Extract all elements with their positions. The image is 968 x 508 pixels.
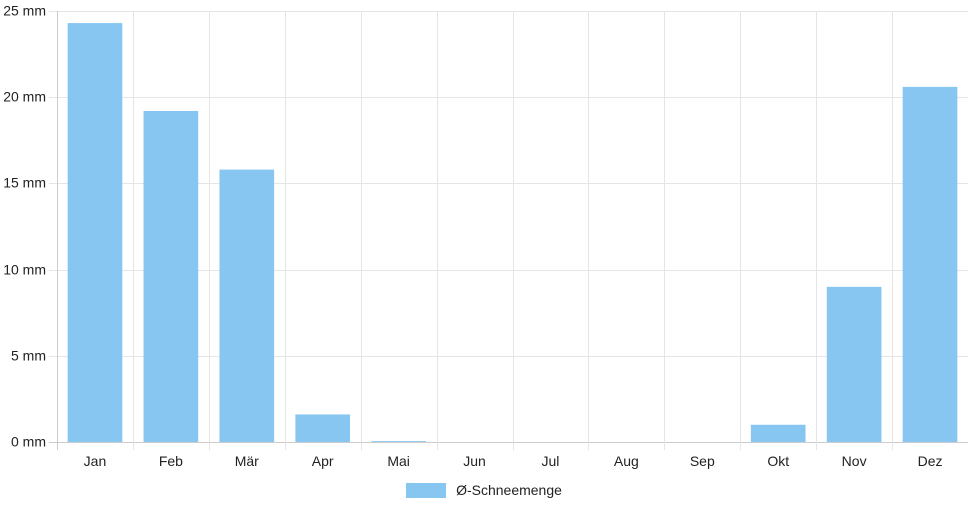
x-tick-label: Mär xyxy=(235,453,259,469)
bar xyxy=(826,286,882,442)
x-tick-label: Aug xyxy=(614,453,639,469)
y-tick-label: 25 mm xyxy=(3,3,46,19)
x-tick-label: Apr xyxy=(312,453,334,469)
bar xyxy=(902,86,958,442)
y-tick-label: 0 mm xyxy=(11,434,46,450)
bar xyxy=(371,441,426,442)
x-tick-label: Dez xyxy=(918,453,943,469)
x-tick-label: Okt xyxy=(767,453,789,469)
bar xyxy=(295,414,351,442)
legend-label: Ø-Schneemenge xyxy=(456,482,562,498)
x-tick-label: Jul xyxy=(542,453,560,469)
x-tick-label: Mai xyxy=(387,453,410,469)
y-tick-label: 20 mm xyxy=(3,89,46,105)
x-tick-label: Jun xyxy=(463,453,486,469)
y-tick-label: 15 mm xyxy=(3,175,46,191)
y-tick-label: 10 mm xyxy=(3,262,46,278)
x-tick-label: Jan xyxy=(84,453,107,469)
y-tick-label: 5 mm xyxy=(11,348,46,364)
bar xyxy=(750,424,806,442)
bar xyxy=(67,23,123,443)
bar xyxy=(219,169,275,442)
x-tick-label: Nov xyxy=(842,453,867,469)
legend-swatch xyxy=(406,482,447,498)
legend: Ø-Schneemenge xyxy=(0,481,968,499)
bar xyxy=(143,110,199,442)
x-tick-label: Sep xyxy=(690,453,715,469)
x-tick-label: Feb xyxy=(159,453,183,469)
